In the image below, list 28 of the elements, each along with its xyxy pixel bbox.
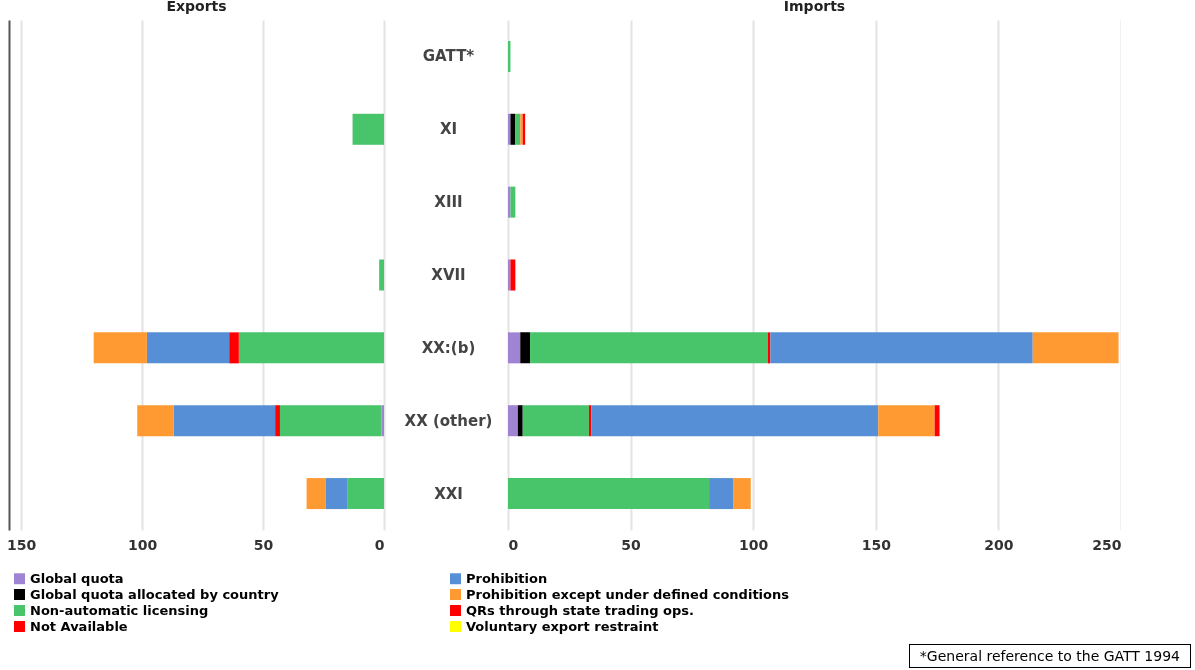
legend-label: Non-automatic licensing	[30, 602, 209, 618]
legend-label: Prohibition except under defined conditions	[466, 586, 790, 602]
x-tick-label: 50	[253, 536, 274, 553]
legend-label: Not Available	[30, 618, 128, 634]
x-tick-label: 50	[621, 536, 642, 553]
x-tick-label: 150	[6, 536, 37, 553]
y-tick-label: GATT*	[422, 47, 475, 66]
chart-title: Imports	[783, 0, 846, 14]
y-tick-label: XVII	[431, 266, 466, 284]
legend-label: Global quota allocated by country	[30, 586, 280, 602]
x-tick-label: 100	[127, 536, 158, 553]
x-tick-label: 100	[739, 536, 769, 553]
text: *General reference to the GATT 1994	[908, 644, 1191, 668]
x-tick-label: 250	[1092, 536, 1122, 553]
legend-label: Global quota	[30, 570, 124, 586]
y-tick-label: XX:(b)	[421, 338, 476, 357]
chart-title: Exports	[166, 0, 227, 14]
legend-label: Voluntary export restraint	[466, 618, 659, 634]
x-tick-label: 0	[374, 536, 385, 553]
y-tick-label: XXI	[434, 484, 463, 503]
x-tick-label: 150	[861, 536, 892, 553]
legend-label: QRs through state trading ops.	[466, 602, 694, 618]
x-tick-label: 0	[508, 536, 519, 553]
x-tick-label: 200	[984, 536, 1014, 553]
y-tick-label: XIII	[434, 193, 463, 212]
legend-label: Prohibition	[466, 570, 548, 586]
y-tick-label: XI	[439, 120, 458, 139]
y-tick-label: XX (other)	[404, 411, 493, 430]
